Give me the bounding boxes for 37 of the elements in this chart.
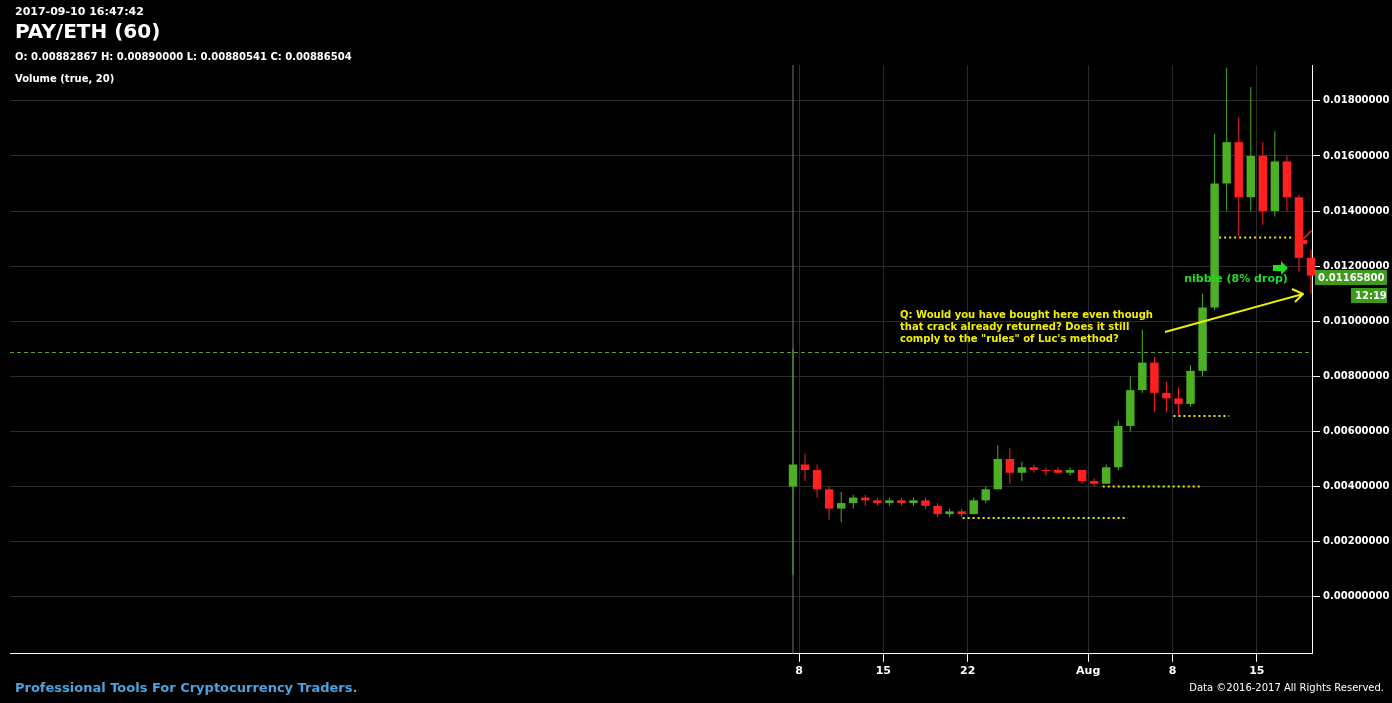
chart-subtitle: O: 0.00882867 H: 0.00890000 L: 0.00880541 C: 0.00886504 bbox=[15, 51, 352, 62]
candlestick bbox=[824, 486, 834, 521]
x-tick-label: 8 bbox=[1168, 664, 1177, 678]
annotation: Q: Would you have bought here even though that crack already returned? Does it still comply to the "rules" of Luc's method? bbox=[900, 309, 1153, 344]
y-tick-label: 0.00800000 bbox=[1323, 369, 1390, 381]
text: 0.01165800 bbox=[1318, 272, 1385, 283]
y-tick-label: 0.00400000 bbox=[1323, 480, 1390, 492]
text: Professional Tools For Cryptocurrency Traders. bbox=[15, 680, 358, 695]
chart-title: PAY/ETH (60) bbox=[15, 19, 161, 43]
x-tick-label: 15 bbox=[875, 664, 892, 678]
y-tick-label: 0.01000000 bbox=[1323, 314, 1390, 326]
x-tick-label: Aug bbox=[1076, 664, 1101, 678]
candlestick bbox=[1017, 461, 1027, 482]
y-tick-label: 0.01400000 bbox=[1323, 204, 1390, 216]
candlestick bbox=[1174, 386, 1183, 416]
x-tick-label: 22 bbox=[960, 664, 976, 678]
candlestick bbox=[1053, 466, 1063, 474]
candlestick bbox=[1065, 466, 1075, 477]
candlestick bbox=[1029, 464, 1039, 474]
text: Data ©2016-2017 All Rights Reserved. bbox=[1189, 682, 1384, 693]
y-tick-label: 0.01800000 bbox=[1323, 94, 1390, 106]
y-tick-label: 0.01200000 bbox=[1323, 259, 1390, 271]
y-tick-label: 0.00000000 bbox=[1323, 590, 1390, 602]
candlestick bbox=[836, 491, 846, 523]
candlestick bbox=[1005, 447, 1015, 485]
text: 12:19 bbox=[1355, 290, 1387, 301]
candlestick bbox=[1162, 381, 1171, 413]
text: 2017-09-10 16:47:42 bbox=[15, 5, 144, 18]
annotation: Volume (true, 20) bbox=[15, 73, 115, 84]
y-tick-label: 0.00600000 bbox=[1323, 425, 1390, 437]
x-tick-label: 8 bbox=[795, 664, 803, 678]
candlestick bbox=[1101, 464, 1111, 485]
y-tick-label: 0.00200000 bbox=[1323, 535, 1390, 547]
candlestick bbox=[812, 464, 822, 499]
x-tick-label: 15 bbox=[1249, 664, 1265, 678]
y-tick-label: 0.01600000 bbox=[1323, 149, 1390, 161]
candlestick bbox=[1041, 466, 1051, 477]
